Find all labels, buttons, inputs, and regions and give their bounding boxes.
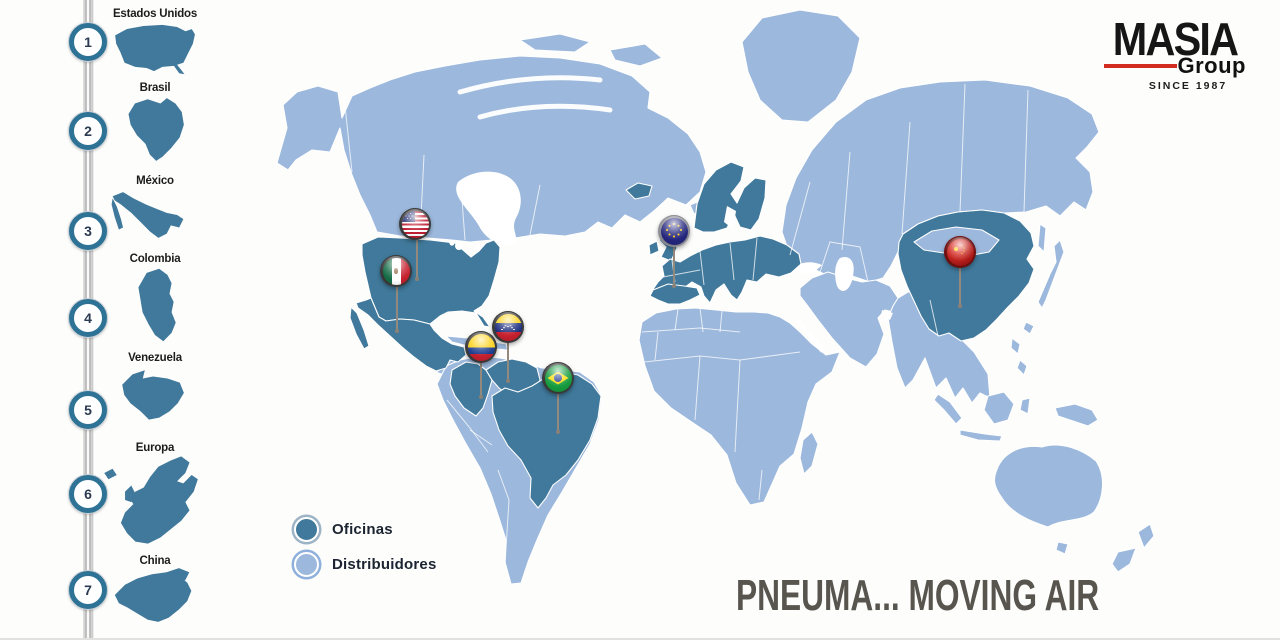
pin-brazil[interactable] [542, 362, 574, 394]
map-region-australia [993, 444, 1104, 528]
pin-china[interactable] [944, 236, 976, 268]
pin-colombia[interactable] [465, 331, 497, 363]
map-region-greenland [741, 9, 861, 123]
sidebar-number-2: 2 [69, 112, 107, 150]
logo-red-line [1104, 63, 1177, 69]
sidebar-label-china: China [139, 555, 171, 567]
pin-gloss [400, 209, 430, 239]
logo-group-row: Group [1104, 55, 1246, 77]
venezuela-silhouette-icon [114, 366, 188, 426]
sidebar-label-europa: Europa [135, 442, 175, 454]
legend-distributors: Distribuidores [294, 552, 436, 577]
distributors-marker-icon [294, 552, 319, 577]
mexico-silhouette-icon [110, 190, 186, 242]
colombia-silhouette-icon [126, 266, 184, 346]
brasil-silhouette-icon [120, 94, 186, 164]
pin-gloss [659, 216, 689, 246]
legend-distributors-label: Distribuidores [332, 556, 437, 573]
china-silhouette-icon [106, 566, 196, 626]
map-region-canada [276, 55, 707, 243]
sidebar-number-1: 1 [69, 23, 107, 61]
europa-silhouette-icon [98, 452, 202, 548]
pin-gloss [381, 256, 411, 286]
pin-gloss [945, 237, 975, 267]
pin-gloss [466, 332, 496, 362]
sidebar-number-7: 7 [69, 571, 107, 609]
bottom-rule [0, 638, 1280, 640]
pin-sticks [395, 238, 962, 434]
logo-since-text: SINCE 1987 [1148, 80, 1228, 92]
sidebar-label-estados-unidos: Estados Unidos [112, 8, 198, 20]
legend-offices-label: Oficinas [332, 521, 393, 538]
pin-mexico[interactable] [380, 255, 412, 287]
sidebar-label-colombia: Colombia [129, 253, 181, 265]
map-inland-seas [343, 75, 893, 353]
pin-europe[interactable] [658, 215, 690, 247]
sidebar-label-mexico: México [136, 175, 174, 187]
map-country-iceland [625, 182, 653, 200]
pin-venezuela[interactable] [492, 311, 524, 343]
pin-usa[interactable] [399, 208, 431, 240]
sidebar-label-brasil: Brasil [139, 82, 171, 94]
map-region-europe-mainland [650, 235, 802, 304]
logo-brand-text: MASIA [1112, 13, 1239, 65]
offices-marker-icon [294, 517, 319, 542]
map-country-spain [649, 283, 701, 305]
map-country-borders [446, 83, 1029, 566]
usa-silhouette-icon [112, 20, 196, 76]
sidebar-number-3: 3 [69, 212, 107, 250]
tagline: PNEUMA... MOVING AIR [736, 571, 1100, 620]
logo-group-text: Group [1177, 53, 1246, 78]
map-country-mexico [355, 297, 467, 372]
pin-gloss [493, 312, 523, 342]
masia-group-logo: MASIA Group SINCE 1987 [1104, 16, 1246, 92]
sidebar-number-6: 6 [69, 475, 107, 513]
pin-gloss [543, 363, 573, 393]
legend-offices: Oficinas [294, 517, 393, 542]
sidebar-label-venezuela: Venezuela [128, 352, 182, 364]
sidebar-number-5: 5 [69, 391, 107, 429]
sidebar-number-4: 4 [69, 299, 107, 337]
